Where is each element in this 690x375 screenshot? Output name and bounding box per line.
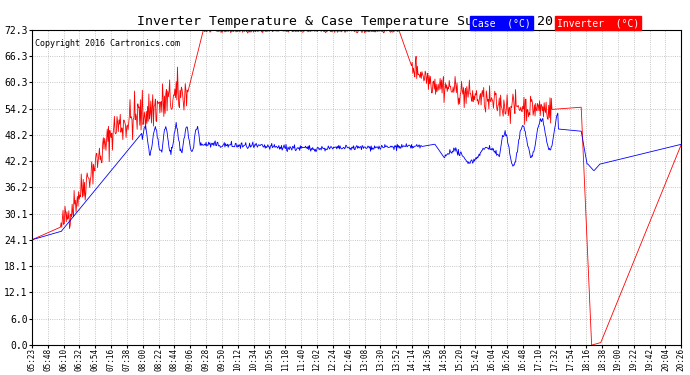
Text: Copyright 2016 Cartronics.com: Copyright 2016 Cartronics.com — [35, 39, 180, 48]
Title: Inverter Temperature & Case Temperature Sun Jun 5 20:31: Inverter Temperature & Case Temperature … — [137, 15, 577, 28]
Text: Case  (°C): Case (°C) — [472, 18, 531, 28]
Text: Inverter  (°C): Inverter (°C) — [557, 18, 639, 28]
